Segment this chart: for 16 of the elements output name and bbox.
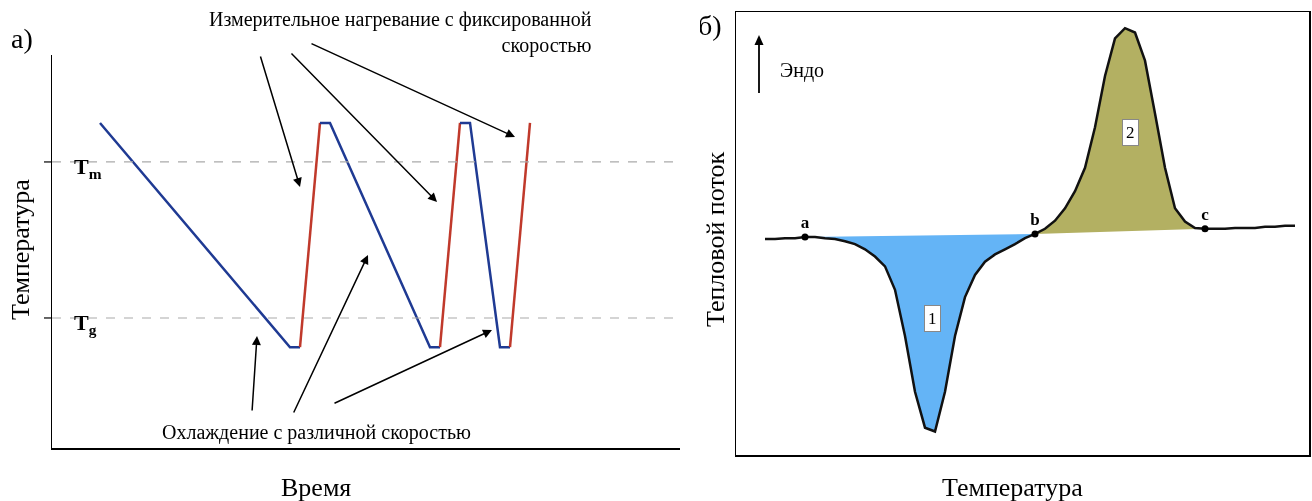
annotation: a xyxy=(800,212,810,232)
y-axis-title: Температура xyxy=(6,178,35,320)
chart-title: а) xyxy=(11,23,33,54)
ref-line-label: T$_{m}$ xyxy=(74,154,102,182)
annotation: Эндо xyxy=(780,59,825,82)
annotation: b xyxy=(1030,209,1040,229)
annotation: 2 xyxy=(1126,123,1135,142)
x-axis-title: Время xyxy=(281,473,352,501)
ref-line-label: T$_{g}$ xyxy=(74,310,97,338)
text: Измерительное нагревание с фиксированной скоростью xyxy=(209,8,592,57)
annotation: c xyxy=(1201,204,1210,224)
x-axis-title: Температура xyxy=(942,473,1084,501)
annotation: 1 xyxy=(928,309,937,328)
y-axis-title: Тепловой поток xyxy=(701,151,730,327)
chart-title: б) xyxy=(698,10,722,41)
annotation: Охлаждение с различной скоростью xyxy=(162,421,472,444)
